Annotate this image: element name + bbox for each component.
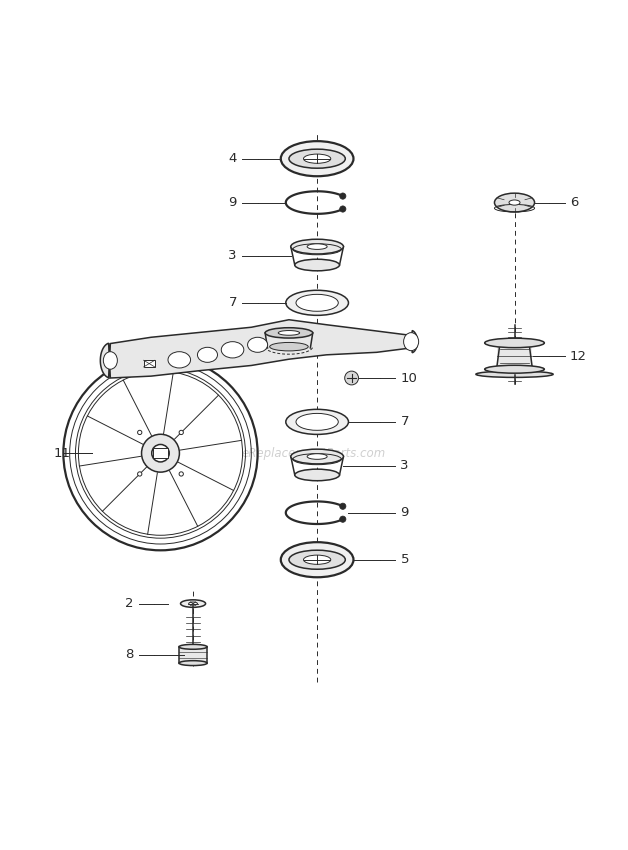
Text: 8: 8 xyxy=(125,649,134,661)
Text: eReplacementParts.com: eReplacementParts.com xyxy=(242,447,386,460)
Text: 2: 2 xyxy=(125,597,134,610)
Ellipse shape xyxy=(485,338,544,348)
Ellipse shape xyxy=(509,200,520,205)
Text: 3: 3 xyxy=(229,249,237,263)
Circle shape xyxy=(152,445,169,462)
Bar xyxy=(179,647,207,663)
Text: 4: 4 xyxy=(229,152,237,165)
Text: 3: 3 xyxy=(401,459,409,473)
Circle shape xyxy=(340,503,346,509)
Ellipse shape xyxy=(179,660,207,666)
Ellipse shape xyxy=(485,366,544,373)
Text: 12: 12 xyxy=(570,349,587,363)
Text: 10: 10 xyxy=(401,371,418,384)
Ellipse shape xyxy=(295,469,340,481)
Ellipse shape xyxy=(289,550,345,570)
Ellipse shape xyxy=(307,244,327,249)
Ellipse shape xyxy=(476,371,553,377)
Ellipse shape xyxy=(296,294,338,311)
Ellipse shape xyxy=(281,141,354,176)
Text: 6: 6 xyxy=(570,196,578,209)
Ellipse shape xyxy=(291,239,344,254)
Ellipse shape xyxy=(286,410,349,434)
Text: 7: 7 xyxy=(401,416,409,428)
Ellipse shape xyxy=(307,454,327,459)
Ellipse shape xyxy=(168,352,190,368)
Ellipse shape xyxy=(289,149,345,168)
Circle shape xyxy=(340,193,346,199)
Bar xyxy=(497,343,532,369)
Circle shape xyxy=(179,430,183,434)
Text: 5: 5 xyxy=(401,553,409,566)
Text: 7: 7 xyxy=(229,297,237,309)
Circle shape xyxy=(141,434,180,472)
Circle shape xyxy=(340,206,346,212)
Bar xyxy=(144,360,155,367)
Circle shape xyxy=(138,472,142,476)
Text: 9: 9 xyxy=(229,196,237,209)
Circle shape xyxy=(340,516,346,523)
Ellipse shape xyxy=(247,337,268,352)
Text: 11: 11 xyxy=(54,447,71,460)
Ellipse shape xyxy=(179,644,207,649)
Ellipse shape xyxy=(188,602,197,605)
Ellipse shape xyxy=(303,555,331,564)
Ellipse shape xyxy=(278,331,300,335)
Ellipse shape xyxy=(180,600,205,608)
Circle shape xyxy=(345,371,359,385)
Ellipse shape xyxy=(291,449,344,464)
Ellipse shape xyxy=(269,343,308,351)
Bar xyxy=(153,448,168,458)
Ellipse shape xyxy=(104,352,117,369)
Ellipse shape xyxy=(286,291,349,315)
Polygon shape xyxy=(100,320,418,378)
Ellipse shape xyxy=(295,259,340,271)
Text: 9: 9 xyxy=(401,507,409,519)
Ellipse shape xyxy=(296,413,338,430)
Ellipse shape xyxy=(197,348,217,362)
Ellipse shape xyxy=(303,154,331,163)
Ellipse shape xyxy=(265,328,313,338)
Ellipse shape xyxy=(494,193,534,212)
Ellipse shape xyxy=(404,332,419,351)
Ellipse shape xyxy=(281,542,354,577)
Circle shape xyxy=(138,430,142,434)
Ellipse shape xyxy=(221,342,244,358)
Circle shape xyxy=(179,472,183,476)
